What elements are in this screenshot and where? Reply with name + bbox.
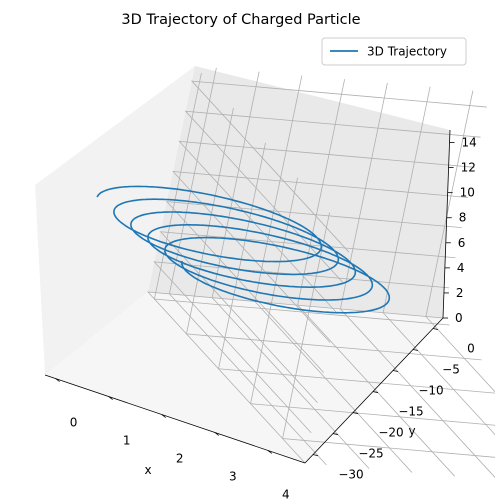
back-pane: [148, 66, 450, 318]
x-tick-label: 1: [123, 434, 131, 448]
x-axis-line: [44, 374, 306, 464]
z-tick-label: 2: [456, 286, 464, 300]
x-tick-label: 0: [70, 416, 78, 430]
floor-pane: [45, 292, 443, 463]
z-axis-line: [442, 129, 451, 319]
z-tick-label: 12: [461, 161, 476, 175]
x-tick: [55, 378, 60, 382]
y-axis-label: y: [408, 424, 415, 438]
y-tick: [432, 328, 439, 330]
y-tick-label: −25: [358, 447, 383, 461]
y-tick: [412, 349, 419, 351]
grid-lines: [147, 67, 495, 478]
chart-title: 3D Trajectory of Charged Particle: [121, 12, 360, 28]
legend-label: 3D Trajectory: [367, 45, 447, 59]
z-tick-label: 6: [458, 236, 466, 250]
y-tick: [332, 433, 339, 435]
z-tick-label: 0: [455, 311, 463, 325]
z-tick-label: 8: [459, 211, 467, 225]
x-tick: [267, 450, 273, 454]
z-tick-label: 4: [457, 261, 465, 275]
axis-lines: [44, 129, 451, 464]
y-tick-label: −30: [338, 468, 363, 482]
z-tick-label: 14: [462, 136, 477, 150]
y-tick: [312, 454, 319, 456]
left-pane: [35, 66, 195, 375]
trajectory-line: [96, 185, 391, 314]
z-gridline: [178, 140, 475, 313]
z-tick-label: 10: [460, 186, 475, 200]
x-tick-label: 4: [282, 487, 290, 501]
y-tick-label: −15: [398, 405, 423, 419]
trajectory-group: [96, 185, 391, 314]
z-gridline: [190, 80, 487, 253]
z-gridline: [147, 291, 444, 464]
y-tick: [392, 370, 399, 372]
y-tick-label: −10: [418, 384, 443, 398]
y-tick-label: 0: [467, 342, 475, 356]
y-tick-label: −20: [378, 426, 403, 440]
legend-box: [321, 37, 467, 66]
y-tick: [352, 412, 359, 414]
x-tick: [161, 414, 166, 418]
y-tick-label: −5: [442, 363, 460, 377]
z-gridline: [165, 201, 462, 373]
legend: 3D Trajectory: [321, 37, 467, 66]
x-tick: [214, 432, 220, 436]
x-tick: [108, 396, 113, 400]
x-tick-label: 3: [229, 469, 237, 483]
x-tick-label: 2: [176, 452, 184, 466]
z-gridline: [159, 231, 456, 404]
axes-panes: [35, 66, 450, 463]
y-tick: [372, 391, 379, 393]
x-axis-label: x: [144, 463, 151, 477]
y-axis-line: [304, 317, 444, 464]
